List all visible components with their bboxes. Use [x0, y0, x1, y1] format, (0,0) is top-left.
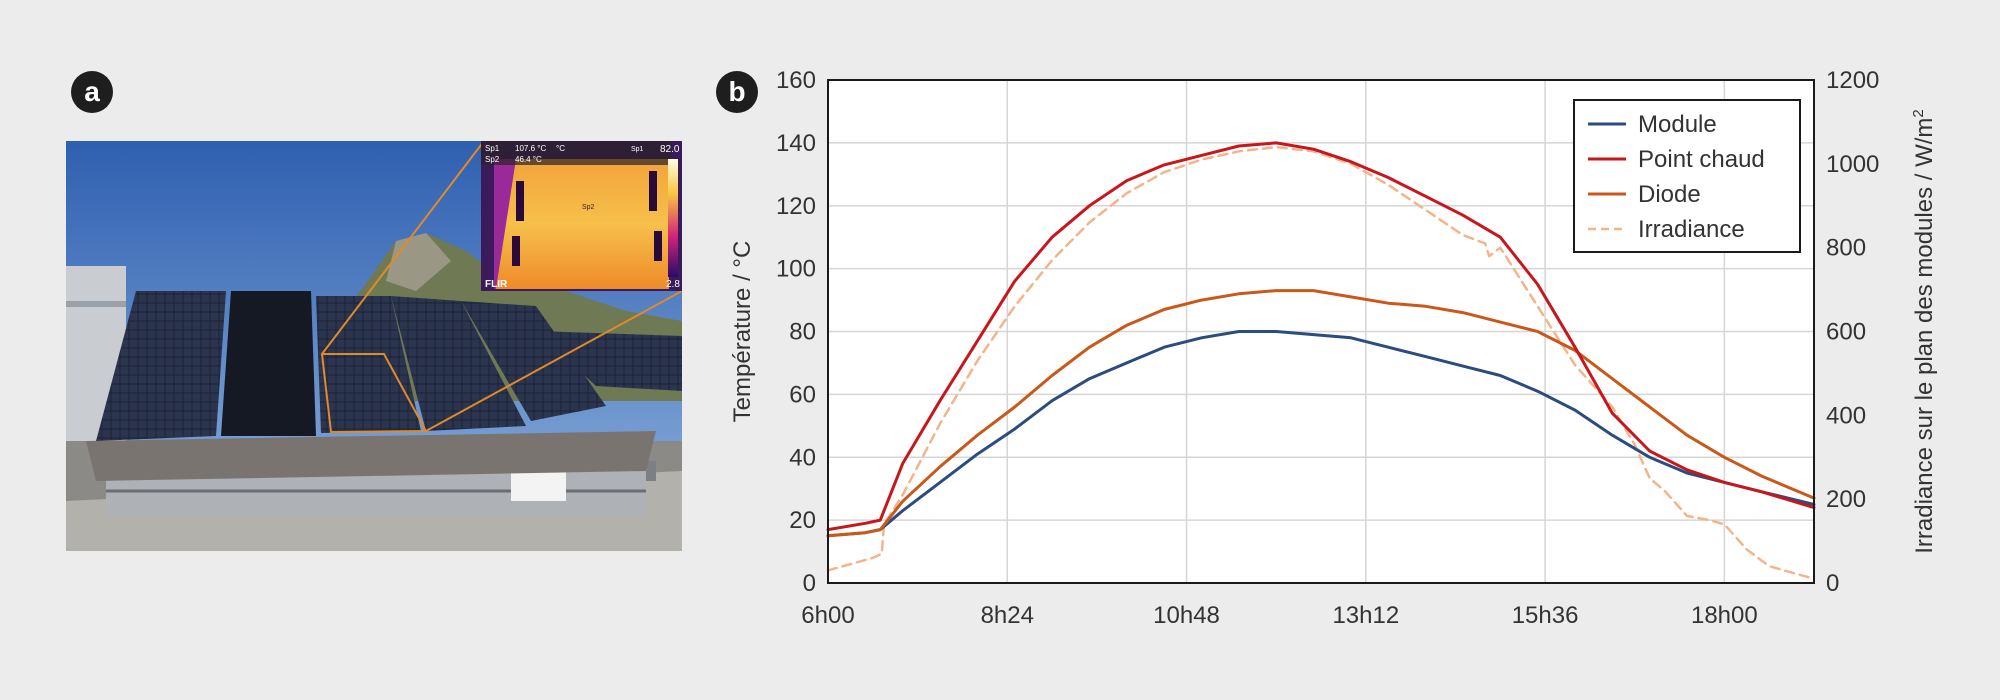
legend-label-module: Module: [1638, 111, 1717, 138]
y-tick-label-left: 120: [776, 193, 816, 220]
plot-frame: [827, 79, 1815, 584]
legend-label-irradiance: Irradiance: [1638, 216, 1745, 243]
y-tick-label-right: 600: [1826, 319, 1866, 346]
y-tick-label-left: 160: [776, 67, 816, 94]
y-tick-label-right: 400: [1826, 402, 1866, 429]
thermal-spot-label: Sp2: [582, 204, 595, 211]
solar-panel-photo: Sp1 107.6 °C Sp2 46.4 °C °C Sp1 Sp2 82.0…: [66, 141, 682, 551]
series-line-point-chaud: [826, 141, 1816, 532]
thermal-color-scale: [668, 159, 678, 277]
x-tick-label: 15h36: [1512, 602, 1579, 629]
x-tick-label: 6h00: [801, 602, 854, 629]
y-tick-label-right: 800: [1826, 235, 1866, 262]
chart-legend: Module Point chaud Diode Irradiance: [1573, 99, 1801, 253]
x-tick-label: 18h00: [1691, 602, 1758, 629]
thermal-readout-sp1-value: 107.6 °C: [515, 144, 546, 153]
y-tick-label-left: 20: [789, 507, 816, 534]
legend-label-point-chaud: Point chaud: [1638, 146, 1765, 173]
thermal-readout-sp2-label: Sp2: [485, 155, 500, 164]
series-line-diode: [826, 289, 1816, 538]
series-line-irradiance: [826, 145, 1816, 581]
y-axis-label-right-superscript: 2: [1910, 109, 1927, 117]
y-tick-label-right: 1200: [1826, 67, 1879, 94]
thermal-unit: °C: [556, 144, 565, 153]
series-line-module: [826, 330, 1816, 538]
y-tick-label-left: 140: [776, 130, 816, 157]
flir-logo: FLIR: [485, 279, 508, 290]
y-axis-label-left: Température / °C: [729, 241, 756, 423]
x-tick-label: 8h24: [981, 602, 1034, 629]
y-tick-label-left: 60: [789, 381, 816, 408]
y-axis-label-right-text: Irradiance sur le plan des modules / W/m: [1911, 118, 1938, 554]
panel-label-a: a: [71, 71, 113, 113]
thermal-scale-min: 2.8: [666, 279, 680, 290]
y-axis-label-right: Irradiance sur le plan des modules / W/m…: [1910, 109, 1938, 554]
y-tick-label-right: 0: [1826, 570, 1839, 597]
x-tick-label: 10h48: [1153, 602, 1220, 629]
y-tick-label-left: 0: [803, 570, 816, 597]
temperature-irradiance-chart: 0 20 40 60 80 100 120 140 160 0 200 400 600 800 1000 12…: [729, 67, 1938, 629]
y-tick-label-right: 1000: [1826, 151, 1879, 178]
panel-label-b: b: [716, 71, 758, 113]
y-tick-label-left: 40: [789, 444, 816, 471]
legend-label-diode: Diode: [1638, 181, 1701, 208]
y-tick-label-left: 80: [789, 319, 816, 346]
x-tick-label: 13h12: [1332, 602, 1399, 629]
thermal-readout-sp1-label: Sp1: [485, 144, 500, 153]
thermal-marker-label: Sp1: [631, 146, 644, 153]
thermal-inset: Sp1 107.6 °C Sp2 46.4 °C °C Sp1 Sp2 82.0…: [481, 141, 682, 291]
chart-ticks: 0 20 40 60 80 100 120 140 160 0 200 400 600 800 1000 12…: [776, 67, 1879, 629]
y-tick-label-left: 100: [776, 256, 816, 283]
chart-series: [826, 141, 1816, 581]
thermal-scale-max: 82.0: [660, 144, 680, 155]
thermal-readout-sp2-value: 46.4 °C: [515, 155, 542, 164]
y-tick-label-right: 200: [1826, 486, 1866, 513]
